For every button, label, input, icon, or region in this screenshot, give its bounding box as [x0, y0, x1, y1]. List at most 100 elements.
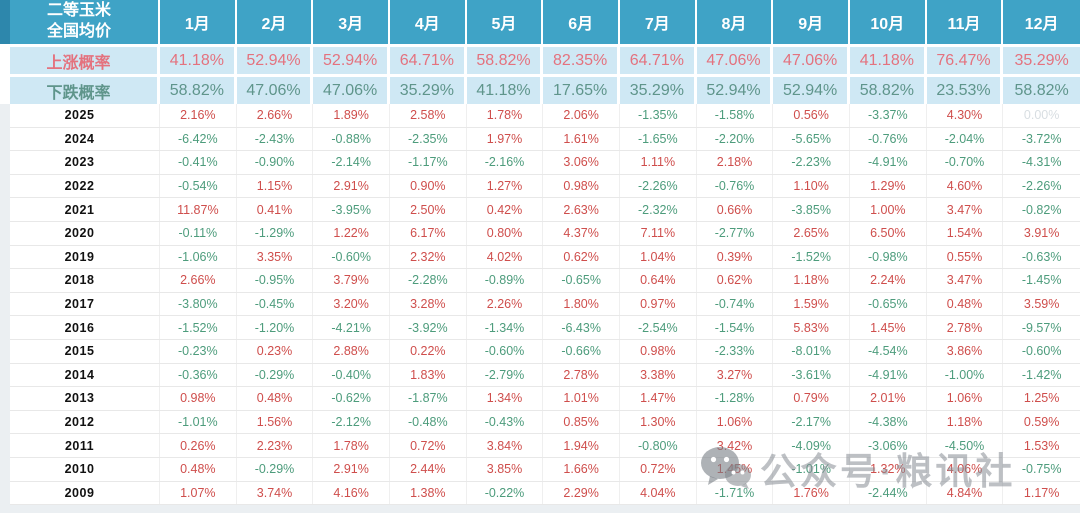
year-row-2023: 2023 -0.41% -0.90% -2.14% -1.17% -2.16% 3.06% 1…: [0, 151, 1080, 175]
value-cell-2016-m8: -1.54%: [697, 316, 774, 339]
value-cell-2025-m8: -1.58%: [697, 104, 774, 127]
value-cell-2020-m11: 1.54%: [927, 221, 1004, 245]
value-cell-2009-m5: -0.22%: [467, 481, 544, 505]
value-cell-2016-m3: -4.21%: [313, 316, 390, 339]
value-cell-2011-m11: -4.50%: [927, 434, 1004, 457]
value-cell-2020-m6: 4.37%: [543, 221, 620, 245]
value-cell-2018-m4: -2.28%: [390, 269, 467, 292]
value-cell-2021-m7: -2.32%: [620, 198, 697, 221]
value-cell-2016-m4: -3.92%: [390, 316, 467, 339]
value-cell-2012-m8: 1.06%: [697, 410, 774, 434]
value-cell-2012-m7: 1.30%: [620, 410, 697, 434]
value-cell-2020-m2: -1.29%: [237, 221, 314, 245]
value-cell-2023-m2: -0.90%: [237, 151, 314, 174]
value-cell-2019-m6: 0.62%: [543, 245, 620, 269]
value-cell-2014-m9: -3.61%: [773, 363, 850, 387]
year-row-2019: 2019 -1.06% 3.35% -0.60% 2.32% 4.02% 0.62% 1.04…: [0, 245, 1080, 270]
value-cell-2024-m11: -2.04%: [927, 127, 1004, 151]
value-cell-2019-m9: -1.52%: [773, 245, 850, 269]
value-cell-2020-m10: 6.50%: [850, 221, 927, 245]
value-cell-2017-m8: -0.74%: [697, 292, 774, 316]
value-cell-2018-m3: 3.79%: [313, 269, 390, 292]
value-cell-2015-m7: 0.98%: [620, 339, 697, 363]
fall-probability-value-6: 17.65%: [543, 77, 620, 104]
value-cell-2009-m7: 4.04%: [620, 481, 697, 505]
value-cell-2023-m3: -2.14%: [313, 151, 390, 174]
value-cell-2025-m5: 1.78%: [467, 104, 544, 127]
fall-probability-row: 下跌概率 58.82% 47.06% 47.06% 35.29% 41.18% 17.65%…: [0, 77, 1080, 104]
value-cell-2015-m3: 2.88%: [313, 339, 390, 363]
value-cell-2012-m12: 0.59%: [1023, 415, 1060, 430]
month-header-cell-8: 8月: [697, 0, 774, 44]
value-cell-2015-m2: 0.23%: [237, 339, 314, 363]
value-cell-2017-m12: 3.59%: [1023, 297, 1060, 312]
value-cell-2025-m4: 2.58%: [390, 104, 467, 127]
value-cell-2015-m1: -0.23%: [160, 339, 237, 363]
fall-probability-value-4: 35.29%: [390, 77, 467, 104]
year-label-2011: 2011: [0, 434, 160, 457]
fall-probability-value-5: 41.18%: [467, 77, 544, 104]
value-cell-2011-m5: 3.84%: [467, 434, 544, 457]
value-cell-2009-m11: 4.84%: [927, 481, 1004, 505]
year-label-2010: 2010: [0, 457, 160, 481]
value-cell-2009-m1: 1.07%: [160, 481, 237, 505]
year-row-2014: 2014 -0.36% -0.29% -0.40% 1.83% -2.79% 2.78% 3.…: [0, 363, 1080, 388]
year-row-2021: 2021 11.87% 0.41% -3.95% 2.50% 0.42% 2.63% -2.3…: [0, 198, 1080, 222]
year-row-2015: 2015 -0.23% 0.23% 2.88% 0.22% -0.60% -0.66% 0.9…: [0, 339, 1080, 364]
value-cell-2021-m8: 0.66%: [697, 198, 774, 221]
rise-probability-value-7: 64.71%: [620, 47, 697, 74]
value-cell-2022-m4: 0.90%: [390, 174, 467, 198]
year-row-2020: 2020 -0.11% -1.29% 1.22% 6.17% 0.80% 4.37% 7.11…: [0, 221, 1080, 246]
bottom-strip: [0, 505, 1080, 513]
value-cell-2013-m6: 1.01%: [543, 387, 620, 410]
value-cell-2023-m5: -2.16%: [467, 151, 544, 174]
value-cell-2024-m10: -0.76%: [850, 127, 927, 151]
value-cell-2010-m10: 1.32%: [850, 457, 927, 481]
value-cell-2012-m10: -4.38%: [850, 410, 927, 434]
year-label-2019: 2019: [0, 245, 160, 269]
value-cell-2022-m7: -2.26%: [620, 174, 697, 198]
rise-probability-value-1: 41.18%: [160, 47, 237, 74]
value-cell-2022-m8: -0.76%: [697, 174, 774, 198]
value-cell-2018-m10: 2.24%: [850, 269, 927, 292]
value-cell-2013-m8: -1.28%: [697, 387, 774, 410]
value-cell-2024-m2: -2.43%: [237, 127, 314, 151]
rise-probability-value-3: 52.94%: [313, 47, 390, 74]
rise-probability-value-8: 47.06%: [697, 47, 774, 74]
corner-label-line1: 二等玉米: [46, 2, 111, 20]
value-cell-2017-m7: 0.97%: [620, 292, 697, 316]
value-cell-2020-m4: 6.17%: [390, 221, 467, 245]
year-label-2025: 2025: [0, 104, 160, 127]
value-cell-2010-m6: 1.66%: [543, 457, 620, 481]
value-cell-2010-m12: -0.75%: [1021, 462, 1062, 477]
value-cell-2011-m10: -3.06%: [850, 434, 927, 457]
value-cell-2019-m2: 3.35%: [237, 245, 314, 269]
value-cell-2013-m1: 0.98%: [160, 387, 237, 410]
value-cell-2013-m5: 1.34%: [467, 387, 544, 410]
value-cell-2014-m6: 2.78%: [543, 363, 620, 387]
fall-probability-label: 下跌概率: [0, 77, 160, 104]
value-cell-2019-m12: -0.63%: [1021, 249, 1062, 264]
value-cell-2025-m7: -1.35%: [620, 104, 697, 127]
value-cell-2024-m4: -2.35%: [390, 127, 467, 151]
year-rows-container: 2025 2.16% 2.66% 1.89% 2.58% 1.78% 2.06% -1.35%…: [0, 104, 1080, 506]
year-row-2012: 2012 -1.01% 1.56% -2.12% -0.48% -0.43% 0.85% 1.…: [0, 410, 1080, 435]
value-cell-2010-m4: 2.44%: [390, 457, 467, 481]
year-row-2013: 2013 0.98% 0.48% -0.62% -1.87% 1.34% 1.01% 1.47…: [0, 387, 1080, 411]
value-cell-2023-m9: -2.23%: [773, 151, 850, 174]
value-cell-2017-m10: -0.65%: [850, 292, 927, 316]
value-cell-2015-m11: 3.86%: [927, 339, 1004, 363]
value-cell-2021-m10: 1.00%: [850, 198, 927, 221]
value-cell-2019-m1: -1.06%: [160, 245, 237, 269]
value-cell-2016-m2: -1.20%: [237, 316, 314, 339]
month-header-cell-11: 11月: [927, 0, 1004, 44]
value-cell-2021-m12: -0.82%: [1021, 202, 1062, 217]
year-label-2015: 2015: [0, 339, 160, 363]
year-row-2010: 2010 0.48% -0.29% 2.91% 2.44% 3.85% 1.66% 0.72%…: [0, 457, 1080, 482]
value-cell-2009-m6: 2.29%: [543, 481, 620, 505]
value-cell-2011-m6: 1.94%: [543, 434, 620, 457]
value-cell-2024-m12: -3.72%: [1021, 131, 1062, 146]
fall-probability-value-3: 47.06%: [313, 77, 390, 104]
value-cell-2013-m11: 1.06%: [927, 387, 1004, 410]
year-label-2014: 2014: [0, 363, 160, 387]
